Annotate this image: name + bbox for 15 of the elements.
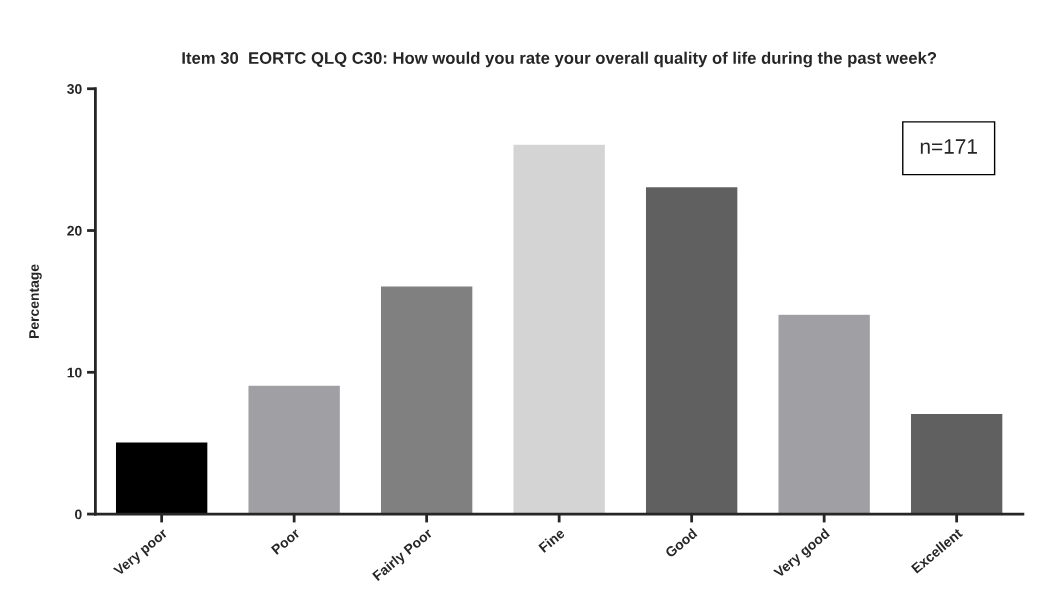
y-axis-title: Percentage [29, 264, 42, 338]
y-tick-label: 0 [75, 509, 82, 520]
annotation: n=171 [920, 139, 977, 154]
bar [512, 143, 607, 515]
y-tick-label: 30 [67, 84, 82, 94]
y-tick-label: 20 [67, 225, 82, 236]
bar [644, 185, 739, 515]
bar [777, 313, 872, 515]
bar [247, 384, 342, 515]
bar [379, 285, 474, 515]
bar [909, 412, 1004, 515]
x-tick-label: Fine [537, 527, 566, 553]
y-tick-label: 10 [67, 367, 82, 378]
bar [114, 441, 209, 515]
chart-title: Item 30 EORTC QLQ C30: How would you rate your overall quality of life during the past week? [182, 51, 937, 68]
